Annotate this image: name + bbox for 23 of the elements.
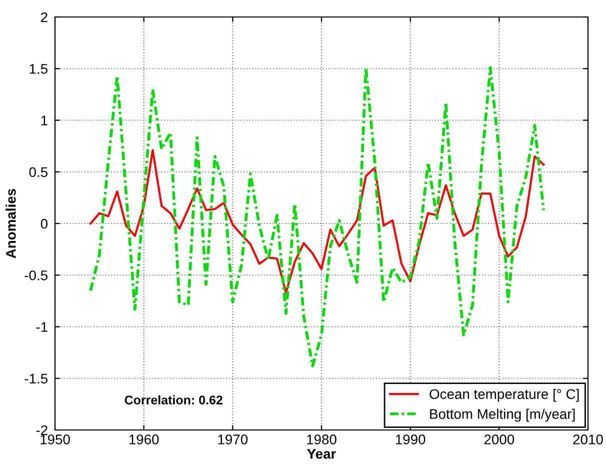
x-tick-label: 1980 — [307, 434, 336, 444]
x-tick-label: 1970 — [218, 434, 248, 444]
legend-label: Bottom Melting [m/year] — [430, 408, 575, 422]
y-tick-label: -0.5 — [24, 270, 48, 280]
y-tick-label: -1 — [36, 322, 48, 332]
y-tick-label: 2 — [41, 12, 48, 22]
x-axis-title: Year — [307, 449, 336, 459]
y-axis-title: Anomalies — [6, 188, 16, 258]
y-tick-label: 0.5 — [29, 167, 48, 178]
x-tick-label: 2000 — [484, 434, 514, 444]
x-tick-label: 1950 — [40, 434, 70, 444]
line-series — [89, 66, 545, 368]
line-series — [89, 149, 545, 294]
y-tick-label: -1.5 — [24, 374, 48, 384]
x-tick-label: 2010 — [573, 434, 603, 444]
y-tick-label: 0 — [40, 218, 48, 229]
x-tick-label: 1960 — [129, 434, 159, 444]
annotation: Correlation: 0.62 — [124, 395, 222, 404]
y-tick-label: 1.5 — [30, 64, 48, 74]
legend-label: Ocean temperature [° C] — [430, 388, 579, 402]
y-tick-label: -2 — [36, 425, 48, 436]
y-tick-label: 1 — [41, 116, 48, 126]
x-tick-label: 1990 — [396, 434, 426, 444]
